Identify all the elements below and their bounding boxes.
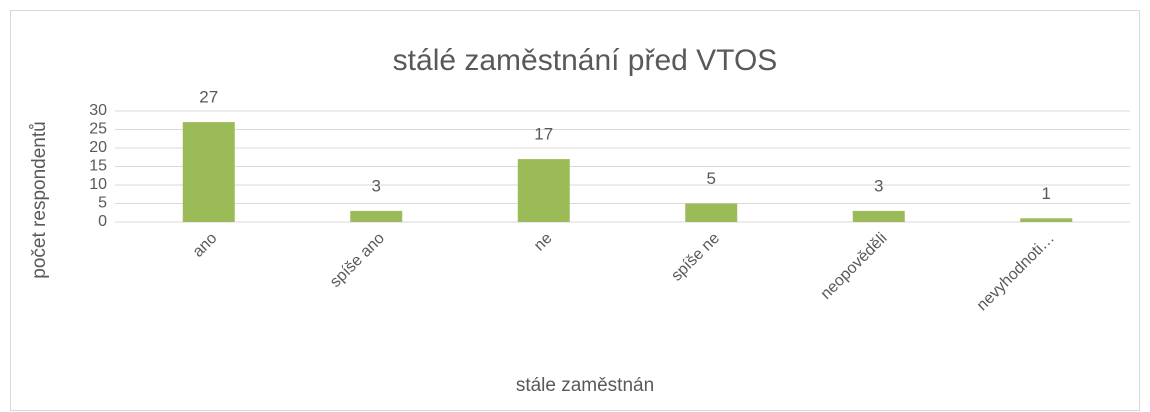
- bar: [1020, 218, 1073, 222]
- data-label: 27: [199, 88, 218, 107]
- bar: [517, 159, 570, 222]
- bar: [852, 210, 905, 222]
- data-label: 1: [1042, 184, 1051, 203]
- y-tick-label: 0: [98, 213, 107, 230]
- y-tick-label: 20: [89, 139, 107, 156]
- y-axis-label: počet respondentů: [29, 121, 50, 278]
- data-label: 3: [874, 176, 883, 195]
- y-tick-label: 25: [89, 121, 107, 138]
- data-label: 3: [372, 176, 381, 195]
- x-axis-label: stále zaměstnán: [516, 375, 654, 396]
- bar: [182, 122, 235, 222]
- chart-title: stálé zaměstnání před VTOS: [393, 44, 778, 77]
- bar: [685, 203, 738, 222]
- y-tick-label: 30: [89, 102, 107, 119]
- y-tick-label: 15: [89, 158, 107, 175]
- data-label: 5: [707, 169, 716, 188]
- y-tick-label: 10: [89, 176, 107, 193]
- bar: [350, 210, 403, 222]
- y-tick-label: 5: [98, 195, 107, 212]
- data-label: 17: [534, 125, 553, 144]
